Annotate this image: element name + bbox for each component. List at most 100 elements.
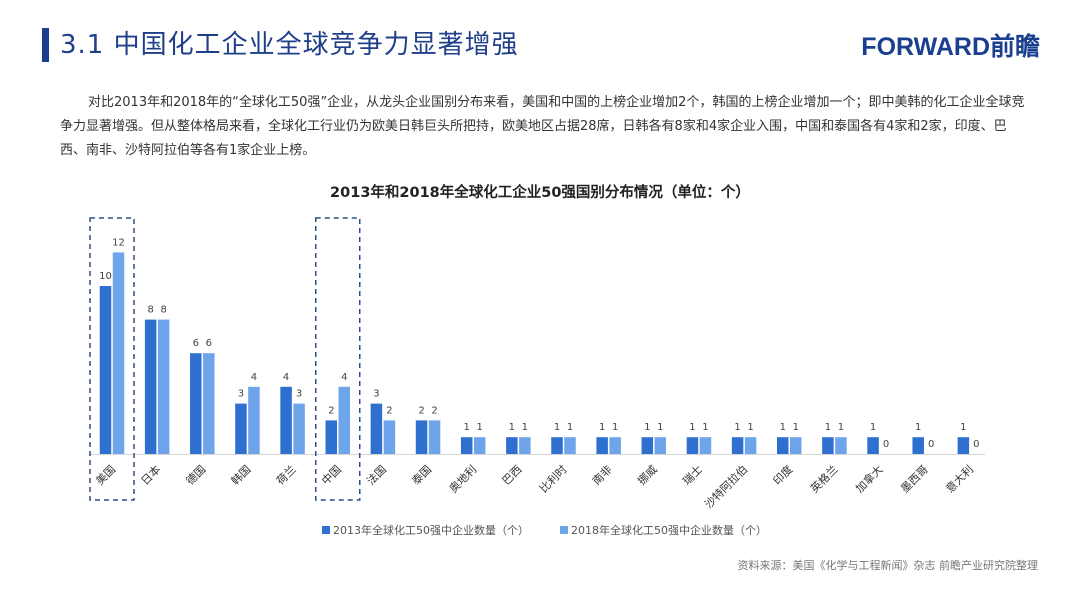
bar-2018-0 — [112, 252, 125, 454]
highlight-box-0 — [89, 217, 135, 501]
data-label-2018-6: 2 — [386, 405, 392, 416]
x-tick-label-6: 法国 — [364, 462, 389, 487]
bar-2013-10 — [551, 437, 563, 454]
data-label-2018-16: 1 — [838, 422, 844, 433]
legend-item-2013: 2013年全球化工50强中企业数量（个） — [322, 522, 529, 538]
intro-paragraph: 对比2013年和2018年的“全球化工50强”企业，从龙头企业国别分布来看，美国… — [60, 95, 1025, 158]
data-label-2013-14: 1 — [734, 422, 740, 433]
legend-swatch-2013 — [322, 526, 330, 534]
data-label-2013-19: 1 — [960, 422, 966, 433]
data-label-2013-18: 1 — [915, 422, 921, 433]
legend-label-2018: 2018年全球化工50强中企业数量（个） — [571, 524, 767, 537]
source-note: 资料来源：美国《化学与工程新闻》杂志 前瞻产业研究院整理 — [737, 559, 1039, 572]
data-label-2018-9: 1 — [522, 422, 528, 433]
bar-2018-16 — [835, 437, 847, 454]
bar-2013-13 — [686, 437, 699, 454]
x-tick-label-17: 加拿大 — [852, 462, 885, 495]
chart-title: 2013年和2018年全球化工企业50强国别分布情况（单位：个） — [330, 185, 750, 201]
data-label-2018-7: 2 — [431, 405, 437, 416]
data-label-2013-2: 6 — [193, 338, 199, 349]
x-tick-label-15: 印度 — [770, 462, 795, 487]
bar-2018-10 — [564, 437, 576, 454]
x-tick-label-13: 瑞士 — [680, 462, 705, 487]
bar-2018-1 — [157, 319, 170, 454]
highlight-box-5 — [315, 217, 361, 501]
data-label-2018-3: 4 — [251, 372, 257, 383]
x-tick-label-10: 比利时 — [537, 463, 570, 496]
data-label-2018-4: 3 — [296, 389, 302, 400]
data-label-2018-0: 12 — [112, 237, 125, 248]
bar-2013-1 — [144, 319, 157, 454]
bar-2013-0 — [99, 286, 112, 454]
data-label-2013-11: 1 — [599, 422, 605, 433]
logo-text: FORWARD前瞻 — [861, 33, 1040, 61]
title-accent-bar — [42, 28, 49, 62]
data-label-2013-3: 3 — [238, 389, 244, 400]
x-tick-label-3: 韩国 — [228, 462, 253, 487]
x-tick-label-9: 巴西 — [500, 463, 525, 488]
x-tick-label-12: 挪威 — [634, 462, 659, 487]
x-tick-label-2: 德国 — [183, 462, 208, 487]
bar-2018-11 — [609, 437, 621, 454]
x-tick-label-18: 墨西哥 — [898, 463, 931, 496]
bar-2013-14 — [731, 437, 744, 454]
data-label-2018-19: 0 — [973, 439, 979, 450]
bar-2018-6 — [383, 420, 396, 454]
bar-2013-7 — [415, 420, 428, 454]
data-label-2018-13: 1 — [702, 422, 708, 433]
data-label-2013-1: 8 — [147, 305, 153, 316]
data-label-2013-4: 4 — [283, 372, 289, 383]
bar-2013-11 — [596, 437, 608, 454]
bar-2018-14 — [744, 437, 757, 454]
data-label-2018-17: 0 — [883, 439, 889, 450]
legend-swatch-2018 — [560, 526, 568, 534]
data-label-2013-17: 1 — [870, 422, 876, 433]
data-label-2018-15: 1 — [793, 422, 799, 433]
bar-2018-2 — [203, 353, 215, 454]
x-tick-label-8: 奥地利 — [446, 462, 479, 495]
bar-2013-4 — [280, 386, 292, 454]
x-tick-label-14: 沙特阿拉伯 — [701, 462, 750, 511]
chart-legend: 2013年全球化工50强中企业数量（个） 2018年全球化工50强中企业数量（个… — [0, 522, 1080, 542]
bar-2018-4 — [293, 403, 305, 454]
data-label-2018-1: 8 — [160, 305, 166, 316]
bar-2013-18 — [912, 437, 924, 454]
bar-2018-12 — [654, 437, 667, 454]
bar-2018-9 — [519, 437, 531, 454]
data-label-2013-15: 1 — [780, 422, 786, 433]
bar-2018-7 — [428, 420, 441, 454]
data-label-2013-10: 1 — [554, 422, 560, 433]
data-label-2013-5: 2 — [328, 405, 334, 416]
bar-2013-12 — [641, 437, 654, 454]
x-tick-label-19: 意大利 — [943, 462, 976, 495]
data-label-2013-16: 1 — [825, 422, 831, 433]
data-label-2018-10: 1 — [567, 422, 573, 433]
data-label-2018-11: 1 — [612, 422, 618, 433]
bar-2013-3 — [235, 403, 247, 454]
bar-2013-6 — [370, 403, 383, 454]
x-tick-label-11: 南非 — [590, 463, 615, 488]
data-label-2018-2: 6 — [206, 338, 212, 349]
bar-2013-2 — [190, 353, 202, 454]
data-label-2018-18: 0 — [928, 439, 934, 450]
data-label-2013-8: 1 — [464, 422, 470, 433]
bar-2013-19 — [957, 437, 970, 454]
x-tick-label-16: 英格兰 — [807, 462, 840, 495]
data-label-2013-12: 1 — [644, 422, 650, 433]
bar-2018-3 — [248, 386, 260, 454]
data-label-2013-13: 1 — [689, 422, 695, 433]
data-label-2013-9: 1 — [509, 422, 515, 433]
x-tick-label-4: 荷兰 — [274, 463, 299, 488]
bar-2018-5 — [338, 386, 350, 454]
data-label-2013-6: 3 — [373, 389, 379, 400]
x-tick-label-0: 美国 — [93, 463, 118, 488]
bar-2013-5 — [325, 420, 337, 454]
bar-2013-9 — [506, 437, 518, 454]
bar-2013-17 — [867, 437, 879, 454]
x-tick-label-1: 日本 — [138, 462, 163, 487]
bar-2018-13 — [699, 437, 712, 454]
bar-2013-8 — [460, 437, 473, 454]
bar-2013-15 — [777, 437, 789, 454]
bar-2018-15 — [790, 437, 802, 454]
